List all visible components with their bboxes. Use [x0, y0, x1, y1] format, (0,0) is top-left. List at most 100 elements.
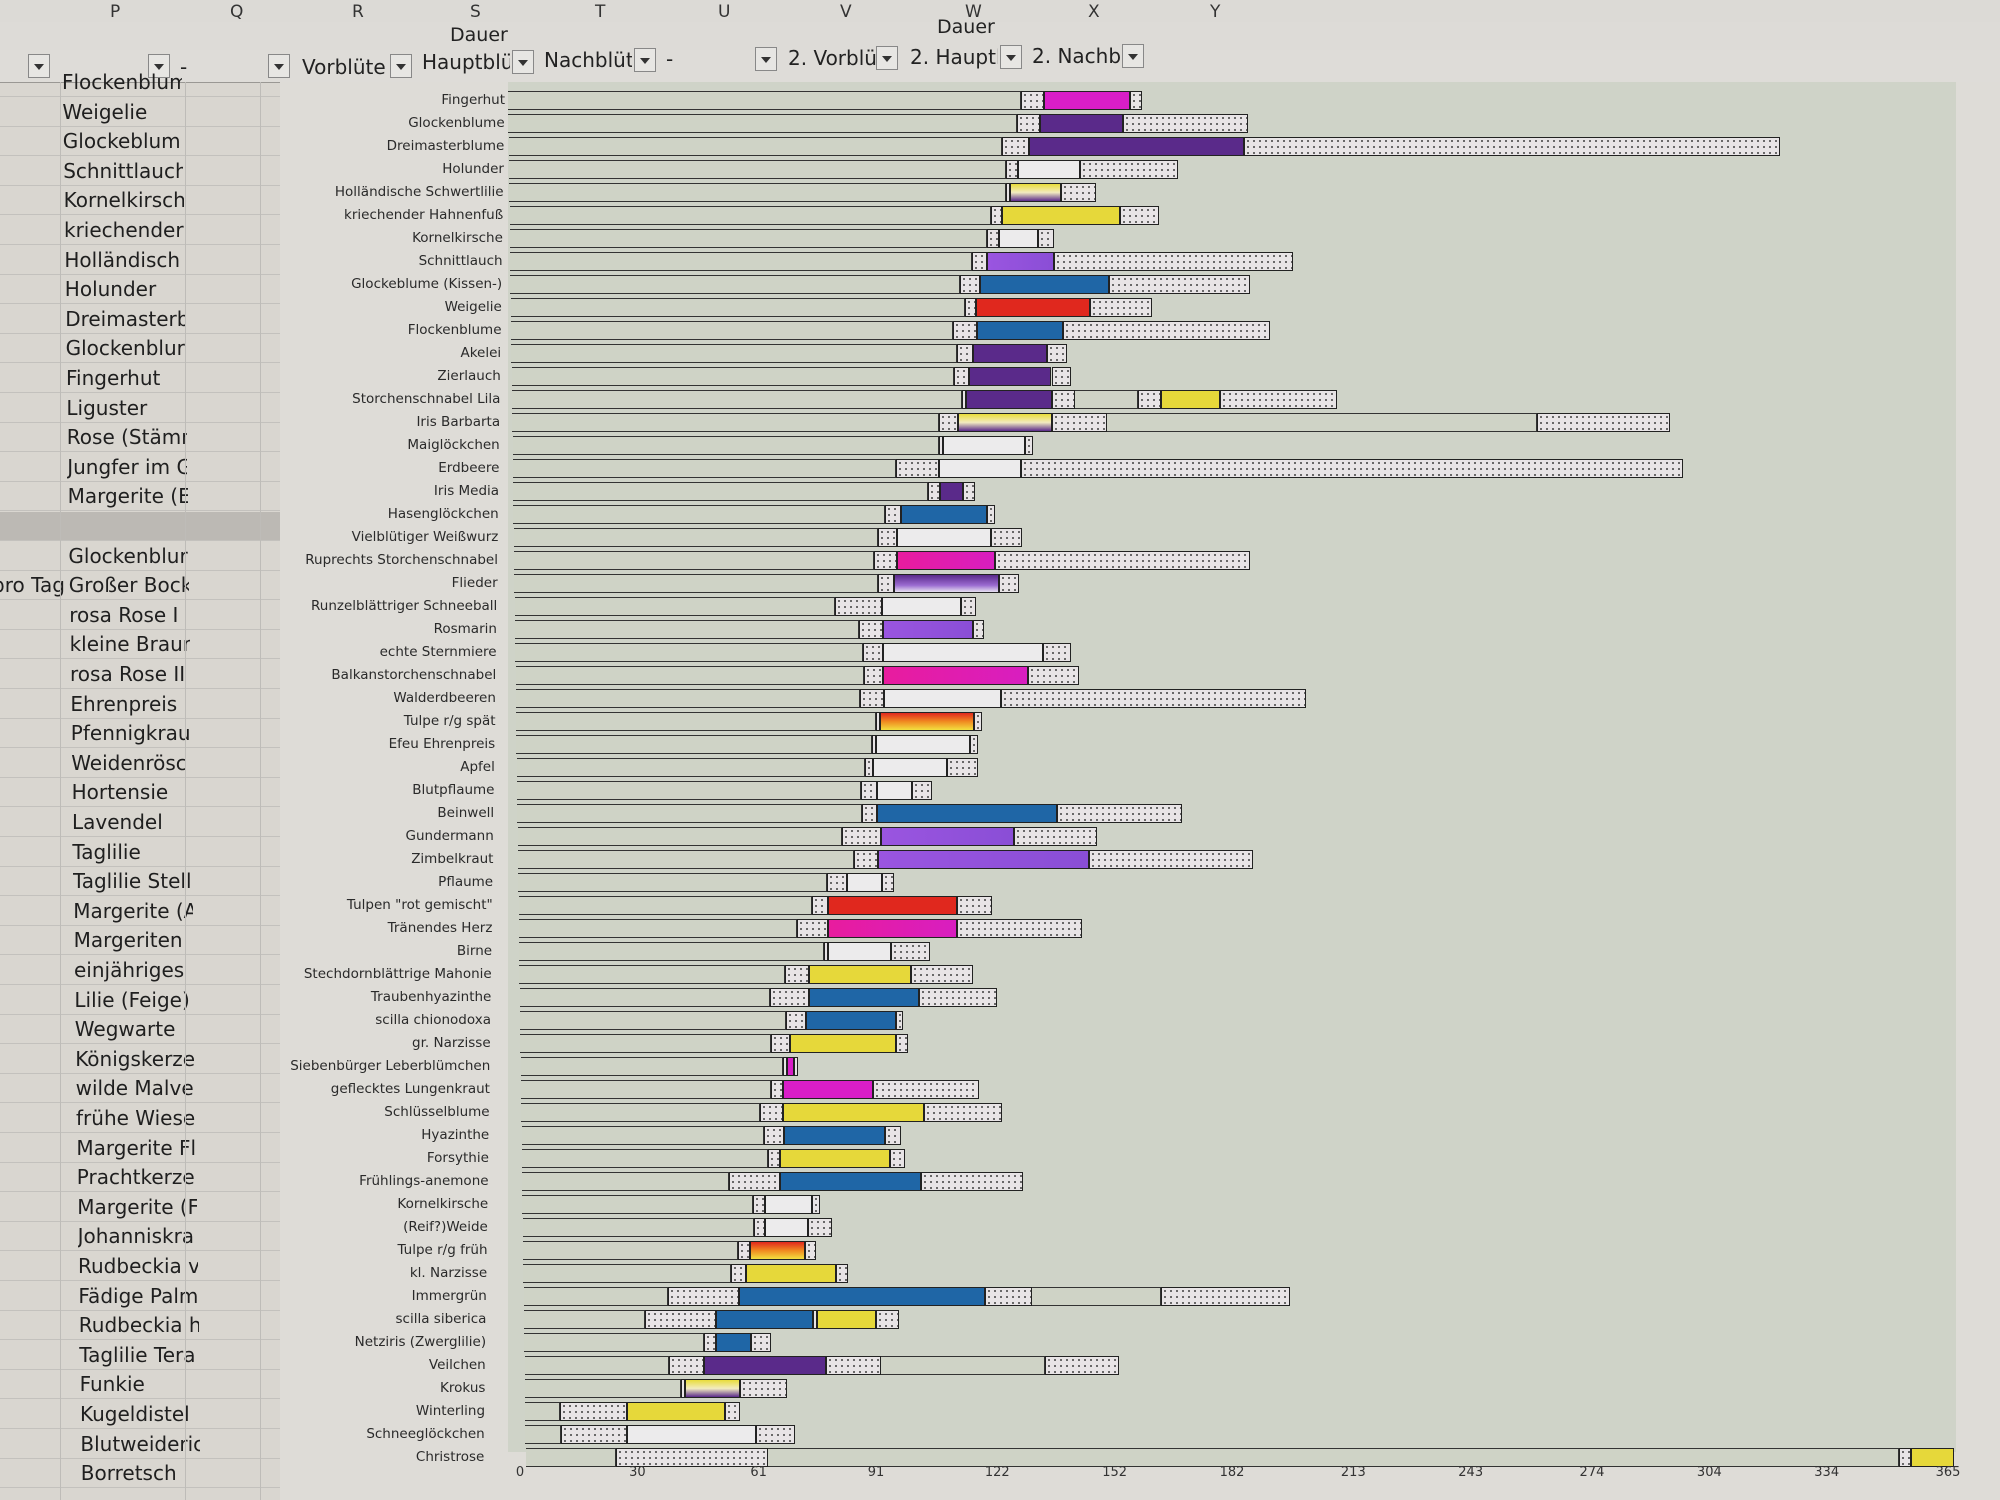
spreadsheet-row[interactable]: Funkie [0, 1370, 280, 1400]
main-bloom-bar[interactable] [780, 1149, 890, 1168]
pre-post-bloom-bar[interactable] [1001, 137, 1029, 156]
offset-bar[interactable] [508, 160, 1006, 179]
spreadsheet-row[interactable]: Hortensie [0, 778, 280, 808]
spreadsheet-row[interactable]: Flockenblum [0, 68, 280, 97]
spreadsheet-row[interactable]: Ehrenpreis [0, 690, 280, 719]
offset-bar[interactable] [511, 367, 954, 386]
spreadsheet-row[interactable]: Kornelkirsch [0, 186, 280, 216]
spreadsheet-row[interactable]: Lilie (Feige) [0, 986, 280, 1015]
plant-name-cell[interactable]: kriechender [64, 218, 184, 242]
pre-post-bloom-bar[interactable] [1053, 252, 1293, 271]
pre-post-bloom-bar[interactable] [1089, 850, 1254, 869]
spreadsheet-row[interactable]: Rudbeckia h [0, 1311, 280, 1341]
plant-name-cell[interactable]: Jungfer im G [67, 454, 188, 479]
pre-post-bloom-bar[interactable] [876, 712, 880, 731]
pre-post-bloom-bar[interactable] [864, 758, 873, 777]
plant-name-cell[interactable]: Funkie [79, 1372, 145, 1397]
pre-post-bloom-bar[interactable] [753, 1195, 765, 1214]
pre-post-bloom-bar[interactable] [973, 712, 982, 731]
separator-row[interactable] [0, 512, 280, 541]
pre-post-bloom-bar[interactable] [1057, 804, 1183, 823]
offset-bar[interactable] [523, 1264, 731, 1283]
pre-post-bloom-bar[interactable] [1060, 183, 1097, 202]
pre-post-bloom-bar[interactable] [863, 643, 883, 662]
plant-name-cell[interactable]: Fingerhut [66, 366, 161, 390]
plant-name-cell[interactable]: Wegwarte [74, 1017, 176, 1042]
pre-post-bloom-bar[interactable] [860, 689, 884, 708]
offset-bar[interactable] [1075, 390, 1138, 409]
main-bloom-bar[interactable] [827, 919, 957, 938]
pre-post-bloom-bar[interactable] [961, 390, 966, 409]
offset-bar[interactable] [525, 1448, 616, 1467]
offset-bar[interactable] [521, 1103, 760, 1122]
plant-name-cell[interactable]: Taglilie [72, 839, 141, 864]
pre-post-bloom-bar[interactable] [786, 1011, 806, 1030]
offset-bar[interactable] [517, 850, 855, 869]
main-bloom-bar[interactable] [872, 758, 948, 777]
main-bloom-bar[interactable] [882, 620, 973, 639]
offset-bar[interactable] [525, 1425, 561, 1444]
offset-bar[interactable] [509, 183, 1007, 202]
pre-post-bloom-bar[interactable] [1119, 206, 1159, 225]
main-bloom-bar[interactable] [939, 482, 963, 501]
pre-post-bloom-bar[interactable] [827, 873, 847, 892]
pre-post-bloom-bar[interactable] [681, 1379, 686, 1398]
plant-name-cell[interactable]: Königskerze [75, 1046, 196, 1071]
spreadsheet-row[interactable]: Weigelie [0, 98, 280, 127]
main-bloom-bar[interactable] [1043, 91, 1131, 110]
main-bloom-bar[interactable] [1161, 390, 1221, 409]
offset-bar[interactable] [518, 919, 797, 938]
pre-post-bloom-bar[interactable] [970, 735, 979, 754]
pre-post-bloom-bar[interactable] [889, 1149, 906, 1168]
plant-name-cell[interactable]: Margerite (F [77, 1194, 198, 1219]
offset-bar[interactable] [524, 1333, 705, 1352]
main-bloom-bar[interactable] [879, 712, 974, 731]
main-bloom-bar[interactable] [746, 1264, 837, 1283]
offset-bar[interactable] [513, 482, 928, 501]
pre-post-bloom-bar[interactable] [872, 735, 877, 754]
offset-bar[interactable] [510, 298, 965, 317]
spreadsheet-row[interactable]: Pfennigkrau [0, 719, 280, 749]
main-bloom-bar[interactable] [715, 1333, 752, 1352]
plant-name-cell[interactable]: Holländisch [64, 247, 181, 272]
offset-bar[interactable] [519, 965, 786, 984]
pre-post-bloom-bar[interactable] [1047, 344, 1067, 363]
spreadsheet-row[interactable]: kleine Braur [0, 630, 280, 660]
main-bloom-bar[interactable] [626, 1402, 725, 1421]
offset-bar[interactable] [515, 689, 861, 708]
plant-name-cell[interactable]: rosa Rose I [69, 602, 179, 627]
pre-post-bloom-bar[interactable] [768, 1149, 780, 1168]
spreadsheet-row[interactable]: kriechender [0, 216, 280, 245]
plant-name-cell[interactable]: Rudbeckia v [78, 1254, 198, 1278]
spreadsheet-row[interactable]: rosa Rose I [0, 601, 280, 630]
pre-post-bloom-bar[interactable] [873, 1080, 979, 1099]
main-bloom-bar[interactable] [979, 275, 1109, 294]
spreadsheet-row[interactable]: Margerite (A [0, 897, 280, 926]
pre-post-bloom-bar[interactable] [918, 988, 997, 1007]
main-bloom-bar[interactable] [897, 551, 996, 570]
pre-post-bloom-bar[interactable] [796, 919, 828, 938]
main-bloom-bar[interactable] [738, 1287, 986, 1306]
cell-text[interactable]: pro Tag [0, 573, 65, 598]
pre-post-bloom-bar[interactable] [1080, 160, 1178, 179]
spreadsheet-row[interactable]: wilde Malve [0, 1074, 280, 1104]
main-bloom-bar[interactable] [877, 804, 1058, 823]
main-bloom-bar[interactable] [1028, 137, 1245, 156]
main-bloom-bar[interactable] [1040, 114, 1123, 133]
main-bloom-bar[interactable] [998, 229, 1038, 248]
pre-post-bloom-bar[interactable] [1537, 413, 1671, 432]
pre-post-bloom-bar[interactable] [835, 597, 883, 616]
column-letter[interactable]: Q [230, 2, 244, 22]
plant-name-cell[interactable]: Margeriten [73, 928, 183, 953]
plant-name-cell[interactable]: Margerite Fl [76, 1135, 197, 1160]
main-bloom-bar[interactable] [969, 367, 1052, 386]
pre-post-bloom-bar[interactable] [669, 1356, 705, 1375]
pre-post-bloom-bar[interactable] [910, 965, 974, 984]
spreadsheet-row[interactable]: Prachtkerze [0, 1163, 280, 1193]
pre-post-bloom-bar[interactable] [668, 1287, 739, 1306]
pre-post-bloom-bar[interactable] [1037, 229, 1054, 248]
plant-name-cell[interactable]: Kugeldistel [80, 1402, 190, 1426]
spreadsheet-row[interactable]: Taglilie [0, 838, 280, 867]
pre-post-bloom-bar[interactable] [1130, 91, 1142, 110]
spreadsheet-row[interactable]: Margerite Fl [0, 1134, 280, 1163]
